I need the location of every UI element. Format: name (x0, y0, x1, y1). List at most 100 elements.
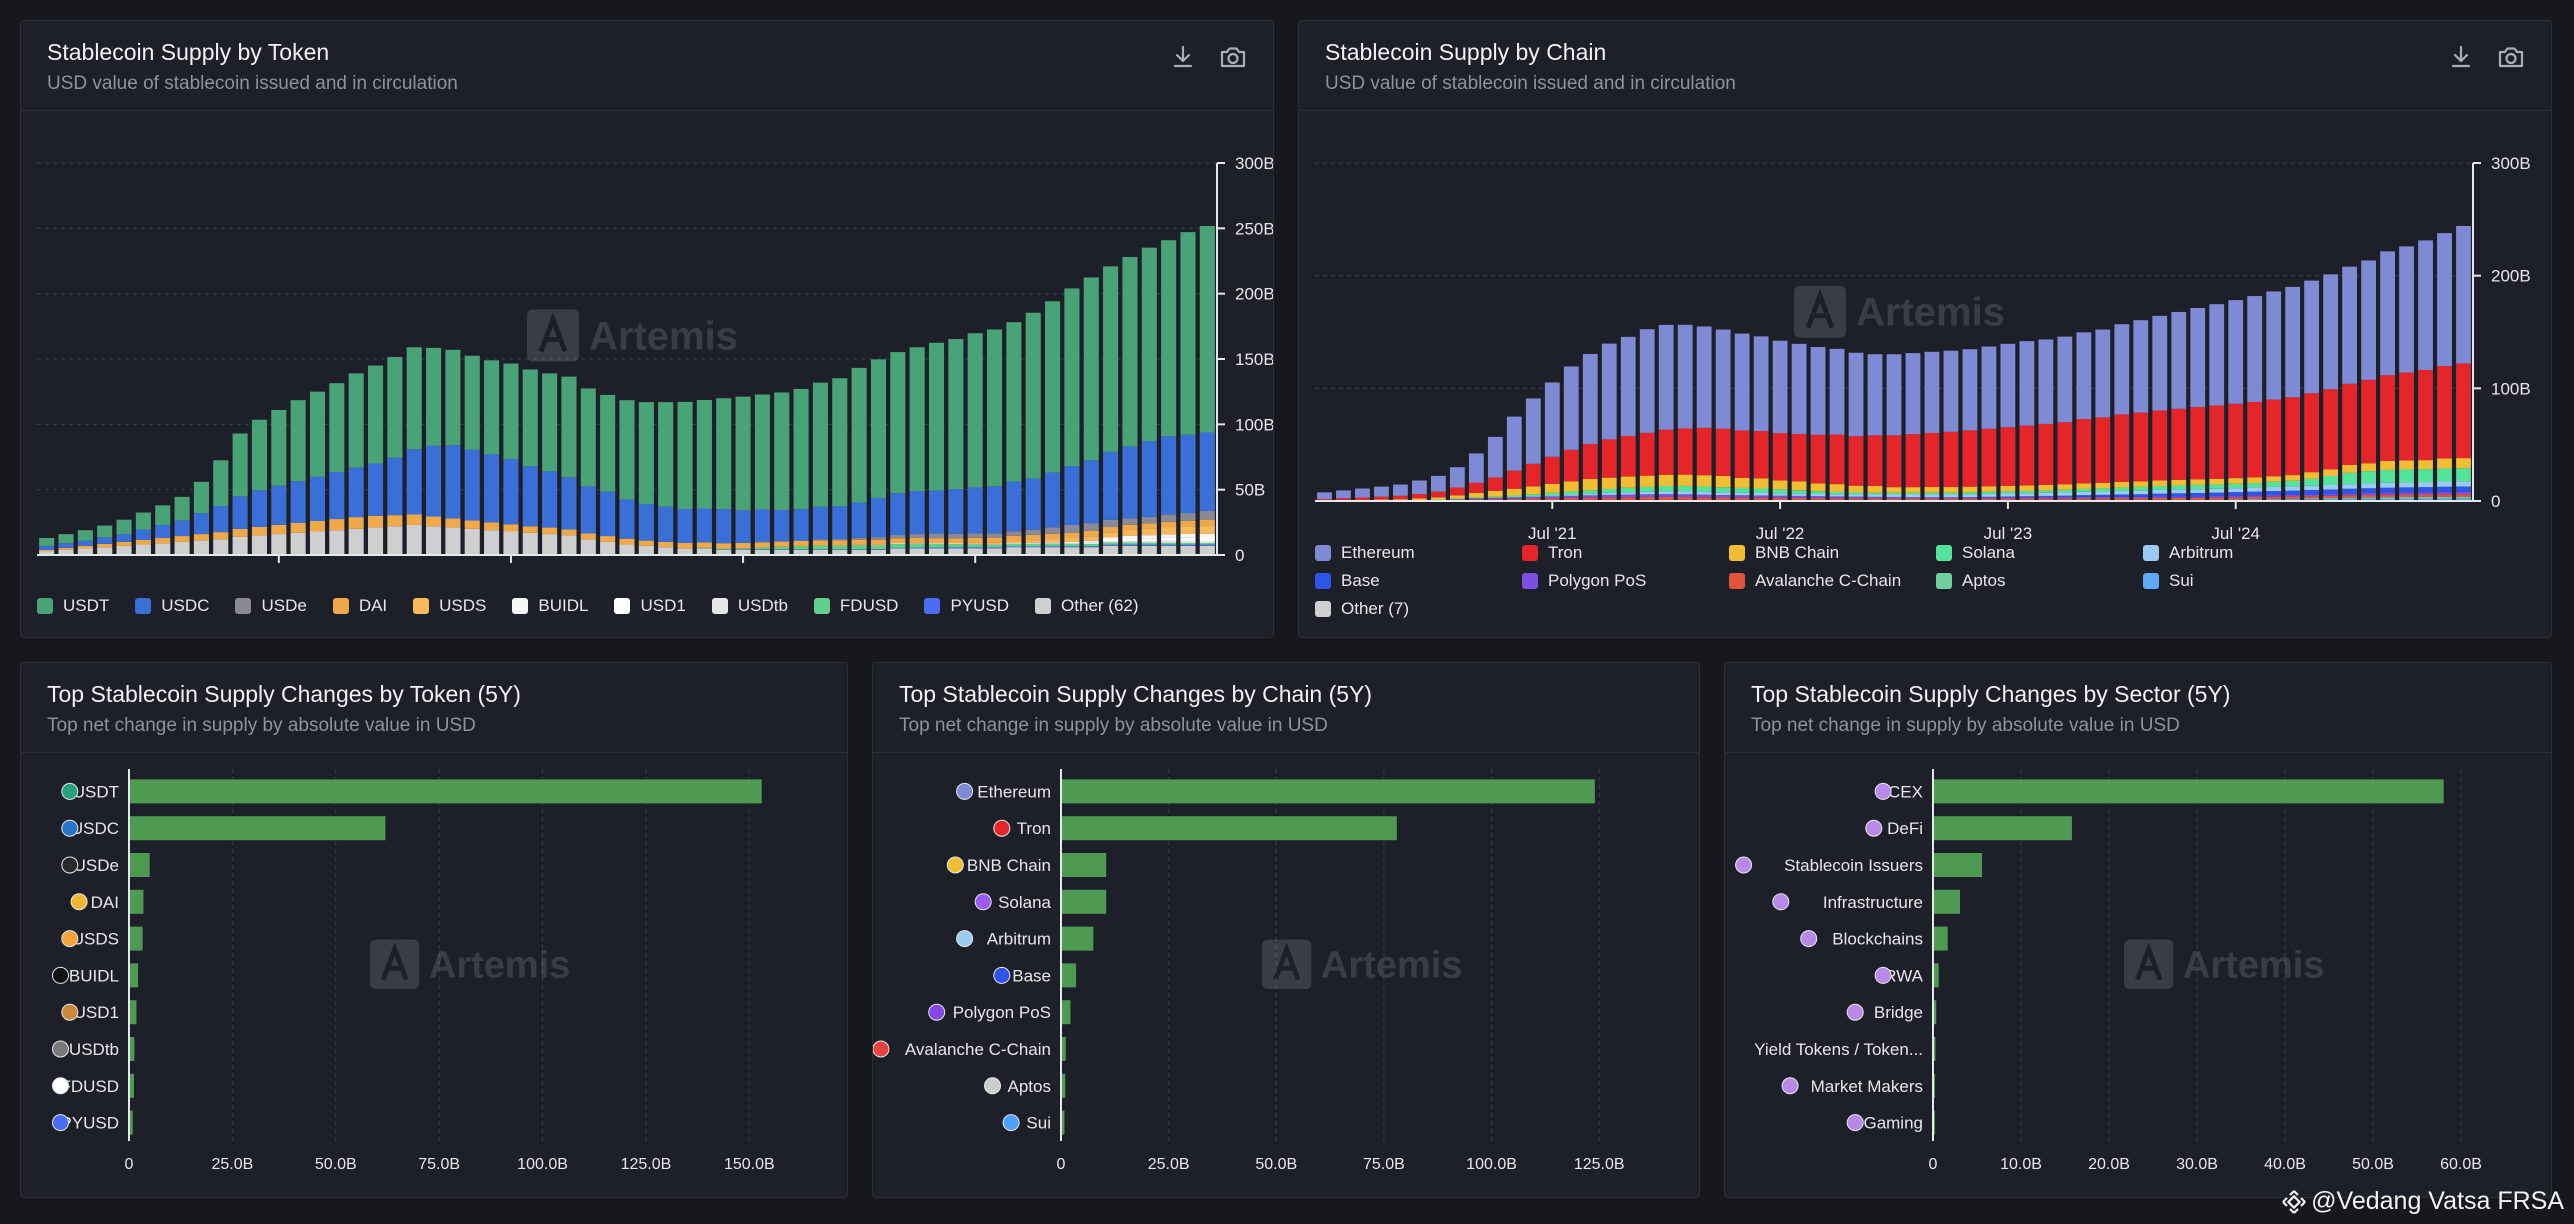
bar-segment-base[interactable] (2418, 487, 2433, 493)
bar-segment-ethereum[interactable] (1601, 343, 1617, 440)
bar-segment-usdc[interactable] (1141, 441, 1157, 517)
bar-segment-solana[interactable] (2399, 469, 2414, 483)
bar-segment-avalanche-c-chain[interactable] (1753, 497, 1769, 500)
bar-segment-polygon-pos[interactable] (2342, 493, 2358, 496)
bar-segment-other-62-[interactable] (464, 528, 480, 555)
bar-segment-solana[interactable] (1867, 492, 1883, 495)
bar-segment-polygon-pos[interactable] (2095, 496, 2111, 499)
bar-segment-pyusd[interactable] (1141, 544, 1157, 546)
bar-segment-tron[interactable] (2190, 407, 2206, 480)
bar-segment-arbitrum[interactable] (2171, 489, 2187, 494)
bar-segment-usd1[interactable] (1180, 537, 1196, 542)
bar-segment-dai[interactable] (39, 549, 55, 552)
bar-segment-tron[interactable] (1544, 456, 1560, 484)
bar-segment-fdusd[interactable] (1122, 542, 1138, 545)
bar-segment-ethereum[interactable] (1810, 346, 1826, 435)
bar-segment-avalanche-c-chain[interactable] (1867, 498, 1883, 500)
bar-segment-usdc[interactable] (542, 471, 558, 528)
bar-segment-base[interactable] (2380, 487, 2395, 493)
bar-segment-ethereum[interactable] (1658, 324, 1674, 430)
bar-segment-arbitrum[interactable] (2190, 489, 2206, 494)
bar-segment-solana[interactable] (2418, 469, 2433, 483)
bar-segment-bnb-chain[interactable] (1753, 478, 1769, 489)
bar-segment-ethereum[interactable] (2095, 329, 2111, 418)
bar-segment-base[interactable] (2399, 487, 2414, 493)
bar-segment-arbitrum[interactable] (2380, 482, 2395, 488)
bar-segment-ethereum[interactable] (2019, 341, 2035, 426)
bar-segment-ethereum[interactable] (1677, 324, 1693, 429)
bar-segment-polygon-pos[interactable] (2418, 492, 2433, 495)
bar-segment-usd1[interactable] (1103, 539, 1119, 542)
bar-segment-bnb-chain[interactable] (1430, 497, 1446, 500)
bar-segment-fdusd[interactable] (1083, 544, 1099, 547)
bar-segment-bnb-chain[interactable] (2209, 478, 2225, 485)
bar-segment-polygon-pos[interactable] (1772, 495, 1788, 498)
bar-segment-other-62-[interactable] (39, 551, 55, 555)
bar-segment-usdc[interactable] (1025, 478, 1041, 530)
bar-segment-usd1[interactable] (1083, 542, 1099, 543)
bar-segment-dai[interactable] (1006, 535, 1022, 542)
bar-segment-ethereum[interactable] (1336, 490, 1351, 499)
bar-segment-tron[interactable] (1374, 496, 1389, 500)
bar-segment-aptos[interactable] (2342, 497, 2358, 499)
bar-segment-polygon-pos[interactable] (1715, 495, 1731, 498)
bar-segment-tron[interactable] (2361, 379, 2376, 464)
bar-segment-fdusd[interactable] (735, 548, 751, 550)
bar-segment-other-62-[interactable] (1199, 545, 1215, 555)
bar-segment-usde[interactable] (832, 538, 848, 541)
bar-segment-usde[interactable] (1180, 513, 1196, 521)
bar-segment-other-62-[interactable] (445, 527, 461, 555)
bar-segment-other-62-[interactable] (1161, 545, 1177, 555)
bar-segment-usdc[interactable] (774, 510, 790, 542)
bar-segment-usde[interactable] (1122, 518, 1138, 525)
bar-segment-ethereum[interactable] (1639, 329, 1655, 433)
bar-segment-arbitrum[interactable] (2456, 481, 2471, 487)
bar-segment-arbitrum[interactable] (2152, 489, 2168, 494)
bar-segment-usdt[interactable] (677, 401, 693, 510)
bar-segment-arbitrum[interactable] (1962, 494, 1978, 498)
bar-segment-usdt[interactable] (348, 373, 364, 468)
bar-segment-usde[interactable] (1141, 516, 1157, 524)
legend-item-pyusd[interactable]: PYUSD (924, 596, 1009, 616)
bar-segment-avalanche-c-chain[interactable] (2076, 498, 2092, 500)
bar-segment-bnb-chain[interactable] (1449, 495, 1465, 499)
bar-segment-bnb-chain[interactable] (2000, 485, 2016, 492)
bar-segment-base[interactable] (2000, 496, 2016, 498)
bar-segment-pyusd[interactable] (1199, 544, 1215, 546)
bar-aptos[interactable] (1061, 1073, 1066, 1098)
bar-solana[interactable] (1061, 889, 1107, 914)
bar-segment-usdc[interactable] (155, 524, 171, 539)
bar-segment-avalanche-c-chain[interactable] (2285, 496, 2301, 499)
bar-segment-usds[interactable] (1006, 541, 1022, 543)
bar-segment-avalanche-c-chain[interactable] (2095, 498, 2111, 500)
bar-segment-usdc[interactable] (39, 545, 55, 550)
bar-segment-sui[interactable] (2304, 499, 2320, 500)
bar-segment-tron[interactable] (1525, 463, 1541, 487)
bar-segment-usdt[interactable] (580, 388, 596, 487)
bar-segment-polygon-pos[interactable] (1620, 494, 1636, 498)
bar-segment-avalanche-c-chain[interactable] (1468, 499, 1484, 500)
bar-segment-avalanche-c-chain[interactable] (2000, 498, 2016, 500)
camera-icon[interactable] (2495, 41, 2527, 73)
bar-segment-solana[interactable] (2209, 484, 2225, 489)
bar-segment-other-62-[interactable] (909, 548, 925, 555)
bar-segment-pyusd[interactable] (1045, 546, 1061, 548)
bar-segment-buidl[interactable] (1161, 534, 1177, 538)
bar-segment-solana[interactable] (1487, 496, 1503, 498)
bar-segment-dai[interactable] (309, 521, 326, 532)
bar-segment-avalanche-c-chain[interactable] (2114, 498, 2130, 500)
bar-segment-dai[interactable] (213, 532, 229, 540)
bar-segment-pyusd[interactable] (1180, 544, 1196, 546)
bar-segment-bnb-chain[interactable] (1412, 498, 1427, 501)
bar-segment-buidl[interactable] (986, 544, 1003, 545)
bar-segment-usdt[interactable] (851, 367, 867, 503)
bar-segment-arbitrum[interactable] (2038, 492, 2054, 496)
bar-segment-polygon-pos[interactable] (2190, 496, 2206, 498)
bar-segment-other-62-[interactable] (271, 534, 287, 555)
bar-segment-tron[interactable] (1696, 427, 1712, 476)
bar-segment-usdc[interactable] (116, 534, 132, 542)
bar-segment-polygon-pos[interactable] (1639, 494, 1655, 498)
bar-segment-avalanche-c-chain[interactable] (1601, 497, 1617, 500)
bar-segment-other-62-[interactable] (503, 531, 519, 555)
bar-fdusd[interactable] (129, 1073, 134, 1098)
